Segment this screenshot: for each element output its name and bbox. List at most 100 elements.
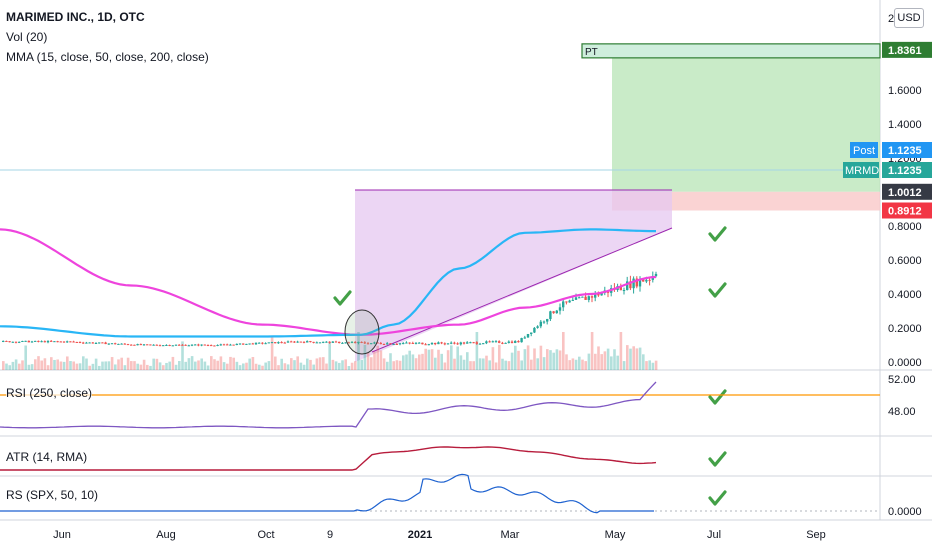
candle-body xyxy=(18,341,21,343)
mma50-line[interactable] xyxy=(0,228,656,338)
triangle-support-line[interactable] xyxy=(371,227,673,353)
volume-bar xyxy=(440,353,443,370)
target-price-tag: 1.8361 xyxy=(888,45,922,57)
volume-bar xyxy=(46,365,50,370)
volume-bar xyxy=(149,365,152,370)
volume-bar xyxy=(517,350,520,370)
price-target-label: PT xyxy=(585,47,598,58)
price-axis-tick: 1.6000 xyxy=(888,85,922,97)
volume-bar xyxy=(642,354,645,370)
volume-bar xyxy=(565,354,568,370)
volume-bar xyxy=(120,357,123,370)
candle-body xyxy=(549,311,552,320)
loss-zone[interactable] xyxy=(612,191,880,211)
price-axis-tick: 0.6000 xyxy=(888,255,922,267)
candle-body xyxy=(587,296,590,300)
volume-bar xyxy=(184,361,187,370)
volume-bar xyxy=(110,357,114,370)
candle-body xyxy=(536,326,539,328)
volume-bar xyxy=(210,356,213,370)
post-price-tag-bg xyxy=(882,142,932,158)
rsi-indicator-label[interactable]: RSI (250, close) xyxy=(6,386,93,400)
candle-body xyxy=(168,344,171,346)
check-icon[interactable] xyxy=(708,451,727,467)
candle-body xyxy=(72,341,75,343)
candle-body xyxy=(200,344,203,346)
volume-bar xyxy=(232,357,235,370)
candle-body xyxy=(181,344,184,346)
candle-body xyxy=(514,341,517,343)
check-icon[interactable] xyxy=(708,490,727,506)
time-axis-label: Sep xyxy=(806,529,826,541)
volume-indicator-label[interactable]: Vol (20) xyxy=(6,30,48,44)
volume-bar xyxy=(645,361,648,370)
candle-body xyxy=(178,344,181,346)
volume-bar xyxy=(24,345,27,370)
rs-indicator-label[interactable]: RS (SPX, 50, 10) xyxy=(6,488,99,502)
mma-indicator-label[interactable]: MMA (15, close, 50, close, 200, close) xyxy=(6,50,209,64)
volume-bar xyxy=(469,361,472,370)
check-icon[interactable] xyxy=(333,290,352,306)
candle-body xyxy=(450,342,453,344)
check-icon[interactable] xyxy=(708,389,727,405)
candle-body xyxy=(376,342,379,344)
volume-bar xyxy=(18,363,21,370)
check-icon[interactable] xyxy=(708,282,727,298)
time-axis-label: Aug xyxy=(156,529,176,541)
candle-body xyxy=(402,343,405,345)
volume-bar xyxy=(578,356,581,370)
symbol-label: MRMD xyxy=(845,165,879,177)
mma200-line[interactable] xyxy=(0,228,657,336)
volume-bar xyxy=(142,359,146,370)
volume-bar xyxy=(11,361,15,370)
candle-body xyxy=(267,342,270,344)
volume-bar xyxy=(213,359,216,370)
volume-bar xyxy=(382,358,386,370)
atr-indicator-label[interactable]: ATR (14, RMA) xyxy=(6,450,88,464)
volume-bar xyxy=(610,356,613,370)
price-axis-tick: 1.4000 xyxy=(888,119,922,131)
candle-body xyxy=(40,341,43,343)
candle-body xyxy=(350,342,354,344)
volume-bar xyxy=(600,354,603,370)
rs-line[interactable] xyxy=(0,473,654,514)
candle-body xyxy=(98,342,101,344)
volume-bar xyxy=(341,360,344,370)
candle-body xyxy=(14,341,18,343)
volume-bar xyxy=(139,364,143,370)
price-target-box[interactable] xyxy=(581,43,881,59)
candle-body xyxy=(619,285,622,291)
crossover-circle[interactable] xyxy=(344,309,380,355)
candle-body xyxy=(472,342,475,344)
check-icon[interactable] xyxy=(708,226,727,242)
candle-body xyxy=(446,343,450,345)
currency-button[interactable]: USD xyxy=(894,8,924,28)
volume-bar xyxy=(168,361,171,370)
chart-title[interactable]: MARIMED INC., 1D, OTC xyxy=(6,10,145,24)
volume-bar xyxy=(360,359,363,370)
triangle-pattern[interactable] xyxy=(355,190,672,362)
candle-body xyxy=(555,310,558,314)
time-axis-label: Jul xyxy=(707,529,721,541)
rsi-line[interactable] xyxy=(0,381,657,429)
volume-bar xyxy=(181,341,184,370)
volume-bar xyxy=(206,365,210,370)
volume-bar xyxy=(238,365,242,370)
volume-bar xyxy=(293,360,296,370)
volume-bar xyxy=(539,345,543,370)
candle-body xyxy=(584,296,587,300)
atr-line[interactable] xyxy=(0,446,657,471)
candle-body xyxy=(165,344,168,346)
profit-zone[interactable] xyxy=(612,49,880,192)
candle-body xyxy=(309,341,312,343)
candle-body xyxy=(562,301,565,308)
candle-body xyxy=(315,342,318,344)
candle-body xyxy=(405,342,408,344)
candle-body xyxy=(370,343,373,345)
symbol-label-bg xyxy=(843,162,879,178)
volume-bar xyxy=(427,349,431,370)
candle-body xyxy=(594,293,597,298)
volume-bar xyxy=(306,358,309,370)
candle-body xyxy=(251,343,254,345)
